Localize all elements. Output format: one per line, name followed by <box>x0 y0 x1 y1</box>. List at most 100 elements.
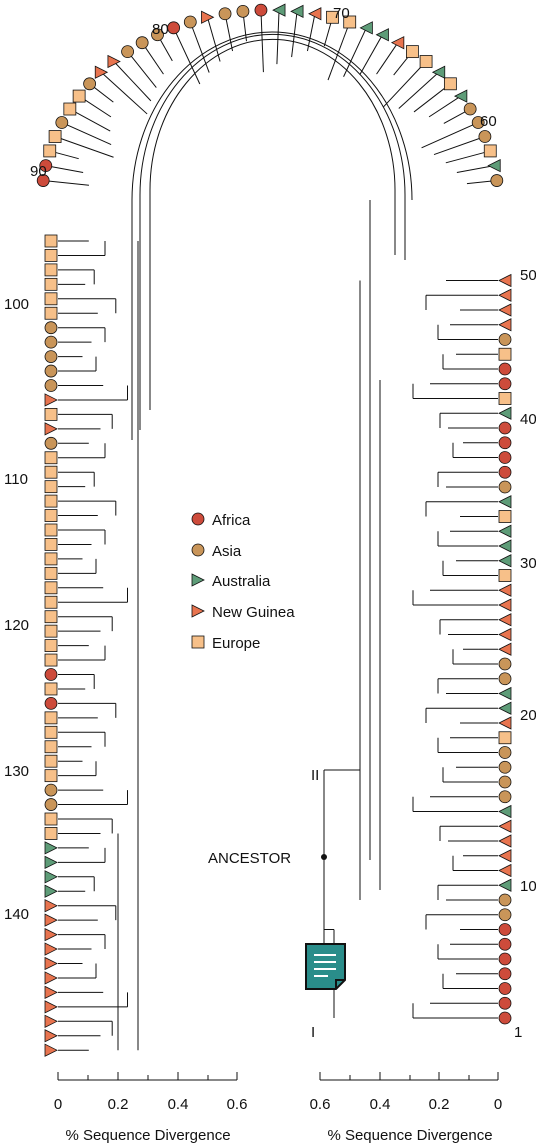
tip-number-100: 100 <box>4 296 29 313</box>
tip-marker-asia <box>44 783 58 797</box>
tip-marker-australia <box>498 554 512 568</box>
tip-number-1: 1 <box>514 1024 522 1041</box>
tip-marker-europe <box>443 77 457 91</box>
tip-marker-europe <box>44 812 58 826</box>
tip-marker-africa <box>498 982 512 995</box>
tip-marker-europe <box>44 538 58 551</box>
tip-marker-europe <box>44 566 58 580</box>
tip-marker-newguinea <box>498 849 512 863</box>
tip-marker-asia <box>490 174 504 187</box>
tip-marker-australia <box>44 884 58 898</box>
left-axis-tick-3: 0.6 <box>227 1096 248 1113</box>
tip-marker-australia <box>498 524 512 538</box>
tip-marker-asia <box>498 775 512 789</box>
tip-marker-asia <box>498 333 512 346</box>
right-axis: 0.6 0.4 0.2 0 % Sequence Divergence <box>310 1072 502 1144</box>
tip-marker-europe <box>44 234 58 248</box>
tip-marker-newguinea <box>44 1000 58 1014</box>
tip-marker-africa <box>254 3 268 17</box>
tip-marker-africa <box>36 174 50 187</box>
tip-number-70: 70 <box>333 5 350 22</box>
tip-marker-australia <box>272 3 286 17</box>
tip-marker-asia <box>121 45 134 59</box>
tip-marker-europe <box>44 653 58 667</box>
tip-marker-newguinea <box>498 642 512 656</box>
tip-marker-newguinea <box>498 598 512 612</box>
right-axis-tick-1: 0.4 <box>370 1096 391 1113</box>
tip-marker-europe <box>44 827 58 840</box>
tip-marker-europe <box>326 10 339 24</box>
tip-marker-asia <box>471 116 485 129</box>
tip-marker-newguinea <box>44 971 58 985</box>
branch-line <box>206 17 221 62</box>
tip-marker-newguinea <box>44 1029 58 1043</box>
branch-line <box>421 122 479 149</box>
tip-number-50: 50 <box>520 267 536 284</box>
tip-marker-africa <box>498 996 512 1010</box>
note-icon <box>305 943 346 990</box>
tip-marker-australia <box>487 158 501 173</box>
branch-line <box>433 136 486 156</box>
tip-marker-australia <box>44 855 58 869</box>
tip-marker-newguinea <box>44 913 58 927</box>
tip-marker-newguinea <box>498 318 512 332</box>
tip-number-60: 60 <box>480 113 497 130</box>
tip-marker-asia <box>478 130 492 143</box>
tip-marker-europe <box>48 130 62 143</box>
branch-line <box>260 10 264 73</box>
branch-line <box>376 42 399 75</box>
legend-label-asia: Asia <box>212 543 242 560</box>
tip-marker-europe <box>44 523 58 537</box>
tip-marker-asia <box>44 379 58 392</box>
tip-marker-africa <box>498 923 512 936</box>
legend-item-asia: Asia <box>191 543 242 560</box>
tip-marker-asia <box>498 657 512 671</box>
branch-line <box>428 95 462 118</box>
tip-marker-europe <box>406 45 419 59</box>
tip-marker-europe <box>44 754 58 768</box>
tip-marker-europe <box>44 509 58 522</box>
tip-marker-europe <box>498 510 512 523</box>
tip-marker-australia <box>498 539 512 553</box>
left-axis-tick-0: 0 <box>54 1096 62 1113</box>
tip-number-130: 130 <box>4 763 29 780</box>
tip-marker-asia <box>498 893 512 907</box>
tip-marker-asia <box>498 672 512 686</box>
tip-marker-europe <box>44 480 58 494</box>
tip-marker-newguinea <box>498 716 512 730</box>
tip-marker-asia <box>55 116 69 129</box>
tip-marker-europe <box>343 15 357 29</box>
tip-number-140: 140 <box>4 906 29 923</box>
branch-line <box>173 27 201 85</box>
legend-label-europe: Europe <box>212 635 260 652</box>
tip-marker-europe <box>44 740 58 754</box>
left-axis: 0 0.2 0.4 0.6 % Sequence Divergence <box>54 1072 248 1144</box>
tip-marker-newguinea <box>44 899 58 913</box>
branch-line <box>113 61 152 102</box>
tip-marker-europe <box>483 144 497 158</box>
tip-number-30: 30 <box>520 555 536 572</box>
tip-marker-newguinea <box>498 273 512 288</box>
tip-marker-asia <box>135 36 149 50</box>
tip-marker-newguinea <box>44 1014 58 1028</box>
tip-marker-europe <box>44 451 58 465</box>
tip-marker-newguinea <box>107 54 121 69</box>
tip-marker-europe <box>44 769 58 783</box>
tip-marker-asia <box>498 908 512 922</box>
legend-label-new-guinea: New Guinea <box>212 604 295 621</box>
tip-marker-asia <box>498 790 512 804</box>
branch-line <box>276 10 280 65</box>
tip-marker-newguinea <box>201 10 215 24</box>
left-axis-label: % Sequence Divergence <box>65 1127 230 1144</box>
tip-number-80: 80 <box>152 21 169 38</box>
tip-marker-asia <box>83 77 97 91</box>
tip-marker-europe <box>44 639 58 652</box>
branch-line <box>127 51 157 88</box>
tip-marker-europe <box>44 407 58 421</box>
right-axis-tick-3: 0 <box>494 1096 502 1113</box>
tip-marker-asia <box>236 4 250 18</box>
tip-marker-asia <box>183 15 197 29</box>
tip-marker-newguinea <box>498 834 512 848</box>
legend-label-australia: Australia <box>212 573 271 590</box>
